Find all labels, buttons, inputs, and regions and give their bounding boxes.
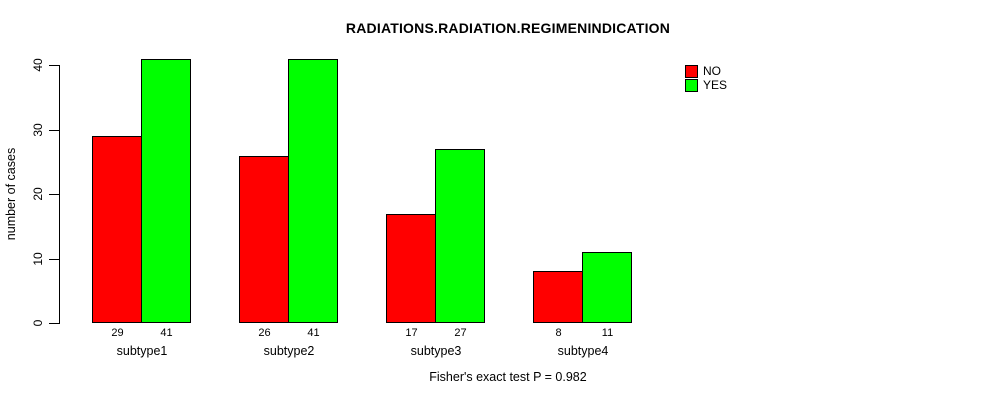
legend-item-yes: YES <box>685 78 727 92</box>
bar-value-label: 11 <box>601 327 614 339</box>
y-axis-tick <box>49 323 59 324</box>
legend-swatch-no <box>685 64 698 78</box>
bar-value-label: 17 <box>405 327 418 339</box>
y-axis-tick-label: 20 <box>31 187 45 201</box>
legend-label-no: NO <box>703 63 721 78</box>
annotation-text: Fisher's exact test P = 0.982 <box>429 370 587 384</box>
bar-value-label: 41 <box>160 327 173 339</box>
bar-value-label: 26 <box>258 327 271 339</box>
bar-no-subtype1 <box>92 136 142 323</box>
y-axis-tick <box>49 258 59 260</box>
y-axis-tick-label: 40 <box>31 58 45 73</box>
bar-no-subtype4 <box>533 271 583 323</box>
bar-value-label: 8 <box>555 327 562 339</box>
y-axis-tick <box>49 194 59 196</box>
bar-value-label: 29 <box>111 327 124 339</box>
legend: NO YES <box>685 64 727 92</box>
x-category-label: subtype2 <box>263 344 315 358</box>
x-category-label: subtype4 <box>557 344 609 358</box>
bar-yes-subtype2 <box>288 59 338 323</box>
chart-title: RADIATIONS.RADIATION.REGIMENINDICATION <box>345 20 671 36</box>
legend-swatch-yes <box>685 78 698 92</box>
bar-no-subtype3 <box>386 214 436 323</box>
bar-value-label: 41 <box>307 327 320 339</box>
bar-no-subtype2 <box>239 156 289 323</box>
y-axis-tick-label: 30 <box>31 123 45 137</box>
bar-yes-subtype3 <box>435 149 485 323</box>
y-axis-tick <box>49 129 59 131</box>
legend-label-yes: YES <box>703 77 728 92</box>
bar-value-label: 27 <box>454 327 467 339</box>
y-axis-tick <box>49 65 59 67</box>
bar-yes-subtype4 <box>582 252 632 323</box>
y-axis-line <box>59 65 60 324</box>
x-category-label: subtype3 <box>410 344 462 358</box>
bar-yes-subtype1 <box>141 59 191 323</box>
y-axis-label: number of cases <box>4 147 18 241</box>
y-axis-tick-label: 10 <box>31 251 45 266</box>
x-category-label: subtype1 <box>116 344 168 358</box>
legend-item-no: NO <box>685 64 727 78</box>
y-axis-tick-label: 0 <box>31 319 45 327</box>
